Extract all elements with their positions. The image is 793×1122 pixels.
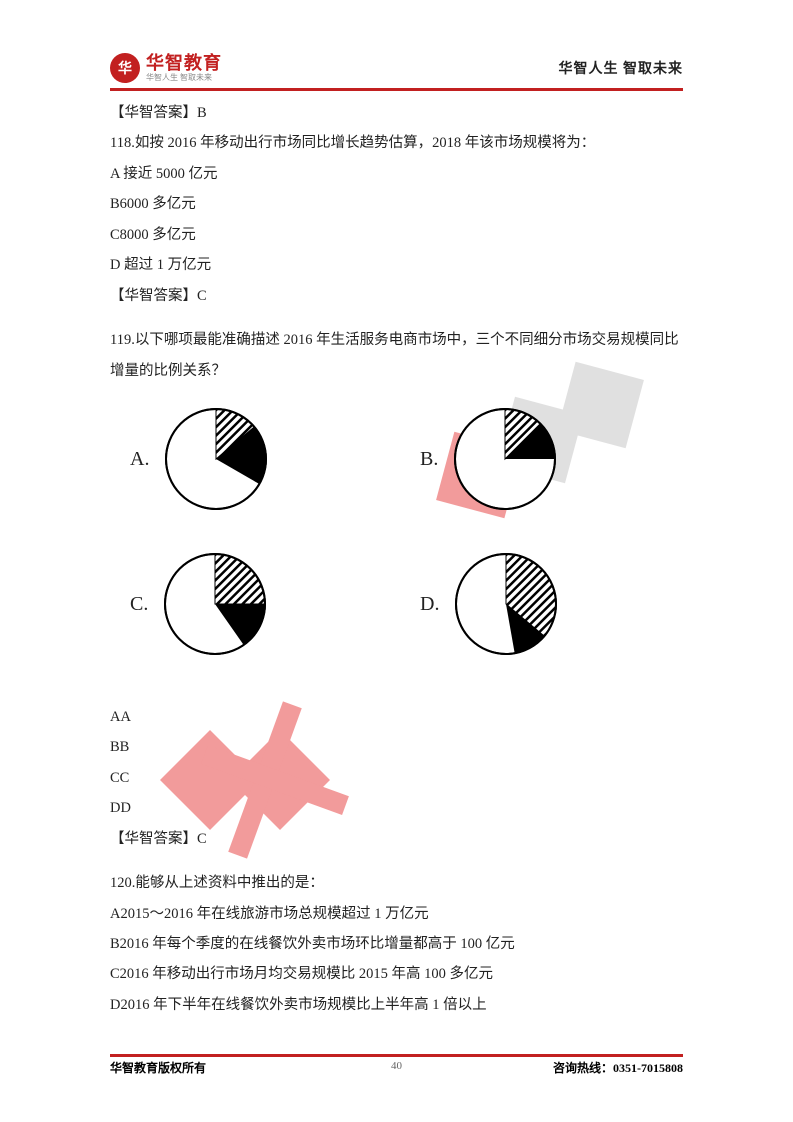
header-slogan: 华智人生 智取未来 <box>559 58 684 78</box>
pie-chart-a <box>161 404 271 514</box>
q120-option-d: D2016 年下半年在线餐饮外卖市场规模比上半年高 1 倍以上 <box>110 990 683 1020</box>
content: 【华智答案】B 118.如按 2016 年移动出行市场同比增长趋势估算，2018… <box>110 98 683 1020</box>
footer-right: 咨询热线：0351-7015808 <box>553 1059 683 1076</box>
q119-option-aa: AA <box>110 702 683 732</box>
q118-option-d: D 超过 1 万亿元 <box>110 250 683 280</box>
pie-chart-grid: A. B. C. D. <box>110 394 683 694</box>
header: 华 华智教育 华智人生 智取未来 华智人生 智取未来 <box>110 50 683 86</box>
logo-icon: 华 <box>110 53 140 83</box>
answer-117: 【华智答案】B <box>110 98 683 128</box>
header-divider <box>110 88 683 91</box>
q118-option-b: B6000 多亿元 <box>110 189 683 219</box>
q118-option-c: C8000 多亿元 <box>110 220 683 250</box>
q120-option-b: B2016 年每个季度的在线餐饮外卖市场环比增量都高于 100 亿元 <box>110 929 683 959</box>
pie-label-b: B. <box>420 438 438 480</box>
q118-option-a: A 接近 5000 亿元 <box>110 159 683 189</box>
answer-119: 【华智答案】C <box>110 824 683 854</box>
logo-block: 华 华智教育 华智人生 智取未来 <box>110 53 222 83</box>
q119-option-cc: CC <box>110 763 683 793</box>
pie-option-a: A. <box>130 404 271 514</box>
question-120: 120.能够从上述资料中推出的是： <box>110 868 683 898</box>
logo-sub-text: 华智人生 智取未来 <box>146 74 222 82</box>
pie-label-c: C. <box>130 583 148 625</box>
spacer <box>110 854 683 868</box>
pie-option-c: C. <box>130 549 270 659</box>
pie-option-b: B. <box>420 404 560 514</box>
question-118: 118.如按 2016 年移动出行市场同比增长趋势估算，2018 年该市场规模将… <box>110 128 683 158</box>
logo-text: 华智教育 华智人生 智取未来 <box>146 54 222 82</box>
footer-left: 华智教育版权所有 <box>110 1059 206 1076</box>
spacer <box>110 311 683 325</box>
q120-option-a: A2015～2016 年在线旅游市场总规模超过 1 万亿元 <box>110 899 683 929</box>
answer-118: 【华智答案】C <box>110 281 683 311</box>
q119-option-bb: BB <box>110 732 683 762</box>
pie-chart-d <box>451 549 561 659</box>
pie-label-a: A. <box>130 438 149 480</box>
pie-chart-c <box>160 549 270 659</box>
pie-chart-b <box>450 404 560 514</box>
pie-label-d: D. <box>420 583 439 625</box>
pie-option-d: D. <box>420 549 561 659</box>
q120-option-c: C2016 年移动出行市场月均交易规模比 2015 年高 100 多亿元 <box>110 959 683 989</box>
question-119: 119.以下哪项最能准确描述 2016 年生活服务电商市场中，三个不同细分市场交… <box>110 325 683 386</box>
q119-option-dd: DD <box>110 793 683 823</box>
logo-main-text: 华智教育 <box>146 54 222 72</box>
page: 华 华智教育 华智人生 智取未来 华智人生 智取未来 【华智答案】B 118.如… <box>0 0 793 1122</box>
footer: 华智教育版权所有 咨询热线：0351-7015808 <box>110 1054 683 1076</box>
